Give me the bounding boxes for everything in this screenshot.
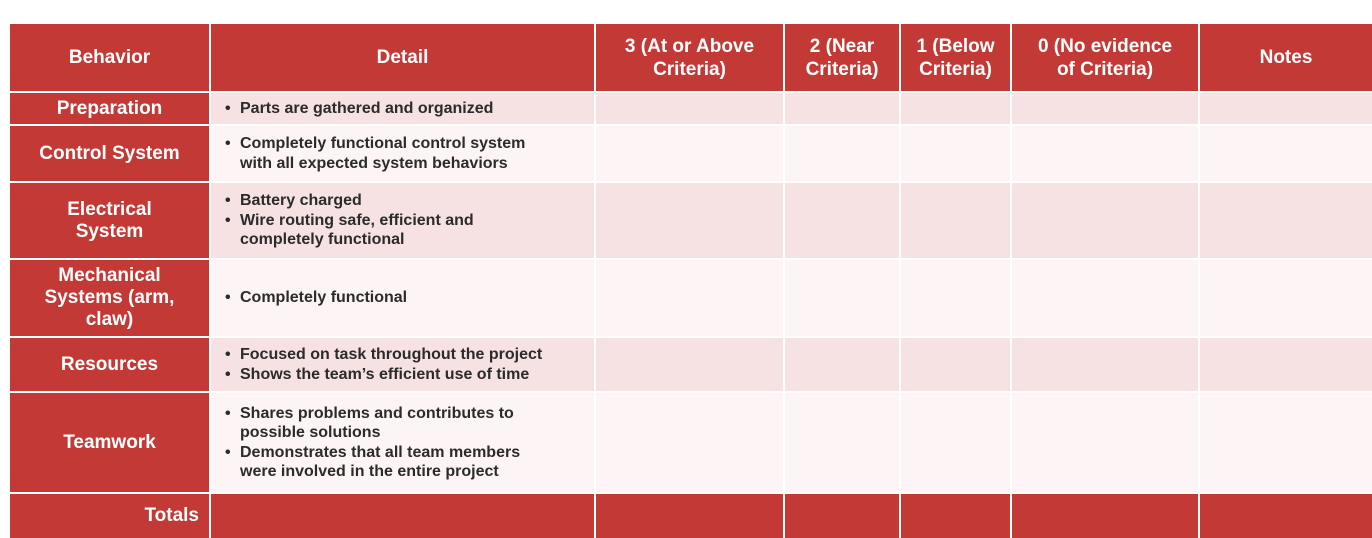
totals-row: Totals [8,492,1372,538]
totals-notes-cell [1198,492,1372,538]
row-header-electrical-system: Electrical System [8,181,211,260]
totals-score-cell-2 [783,492,901,538]
table-row-teamwork: Teamwork Shares problems and contributes… [8,391,1372,494]
score-cell-0 [1010,91,1200,126]
bullet-item: Focused on task throughout the project [223,345,586,365]
score-cell-1 [899,391,1012,494]
table-row-mechanical-systems: Mechanical Systems (arm, claw) Completel… [8,258,1372,338]
bullet-item: Completely functional [223,288,586,308]
score-cell-0 [1010,258,1200,338]
row-header-resources: Resources [8,336,211,393]
bullet-item: Parts are gathered and organized [223,99,586,119]
score-cell-2 [783,124,901,183]
detail-cell: Parts are gathered and organized [209,91,596,126]
score-cell-2 [783,336,901,393]
score-cell-0 [1010,124,1200,183]
notes-cell [1198,91,1372,126]
bullet-item: Shows the team’s efficient use of time [223,365,586,385]
header-row: Behavior Detail 3 (At or Above Criteria)… [8,22,1372,93]
score-cell-1 [899,124,1012,183]
notes-cell [1198,391,1372,494]
table-row-resources: Resources Focused on task throughout the… [8,336,1372,393]
column-header-score-2: 2 (Near Criteria) [783,22,901,93]
bullet-item: Shares problems and contributes to possi… [223,404,586,443]
score-cell-2 [783,91,901,126]
row-header-teamwork: Teamwork [8,391,211,494]
table-row-electrical-system: Electrical System Battery charged Wire r… [8,181,1372,260]
row-header-preparation: Preparation [8,91,211,126]
bullet-item: Battery charged [223,191,586,211]
column-header-notes: Notes [1198,22,1372,93]
column-header-score-1: 1 (Below Criteria) [899,22,1012,93]
table-row-preparation: Preparation Parts are gathered and organ… [8,91,1372,126]
score-cell-3 [594,91,785,126]
score-cell-1 [899,91,1012,126]
detail-cell: Shares problems and contributes to possi… [209,391,596,494]
score-cell-2 [783,181,901,260]
totals-score-cell-1 [899,492,1012,538]
totals-label: Totals [8,492,211,538]
notes-cell [1198,336,1372,393]
score-cell-0 [1010,181,1200,260]
totals-score-cell-3 [594,492,785,538]
detail-cell: Completely functional [209,258,596,338]
score-cell-2 [783,258,901,338]
score-cell-3 [594,124,785,183]
score-cell-1 [899,258,1012,338]
column-header-score-0: 0 (No evidence of Criteria) [1010,22,1200,93]
column-header-score-3: 3 (At or Above Criteria) [594,22,785,93]
column-header-behavior: Behavior [8,22,211,93]
score-cell-3 [594,258,785,338]
score-cell-1 [899,336,1012,393]
column-header-detail: Detail [209,22,596,93]
score-cell-0 [1010,391,1200,494]
table-row-control-system: Control System Completely functional con… [8,124,1372,183]
bullet-item: Demonstrates that all team members were … [223,443,586,482]
score-cell-3 [594,181,785,260]
totals-detail-cell [209,492,596,538]
notes-cell [1198,258,1372,338]
bullet-item: Completely functional control system wit… [223,134,586,173]
detail-cell: Focused on task throughout the project S… [209,336,596,393]
notes-cell [1198,124,1372,183]
score-cell-3 [594,336,785,393]
bullet-item: Wire routing safe, efficient and complet… [223,211,586,250]
score-cell-2 [783,391,901,494]
detail-cell: Battery charged Wire routing safe, effic… [209,181,596,260]
rubric-table: Behavior Detail 3 (At or Above Criteria)… [8,22,1372,538]
row-header-control-system: Control System [8,124,211,183]
totals-score-cell-0 [1010,492,1200,538]
score-cell-1 [899,181,1012,260]
score-cell-3 [594,391,785,494]
notes-cell [1198,181,1372,260]
row-header-mechanical-systems: Mechanical Systems (arm, claw) [8,258,211,338]
score-cell-0 [1010,336,1200,393]
detail-cell: Completely functional control system wit… [209,124,596,183]
